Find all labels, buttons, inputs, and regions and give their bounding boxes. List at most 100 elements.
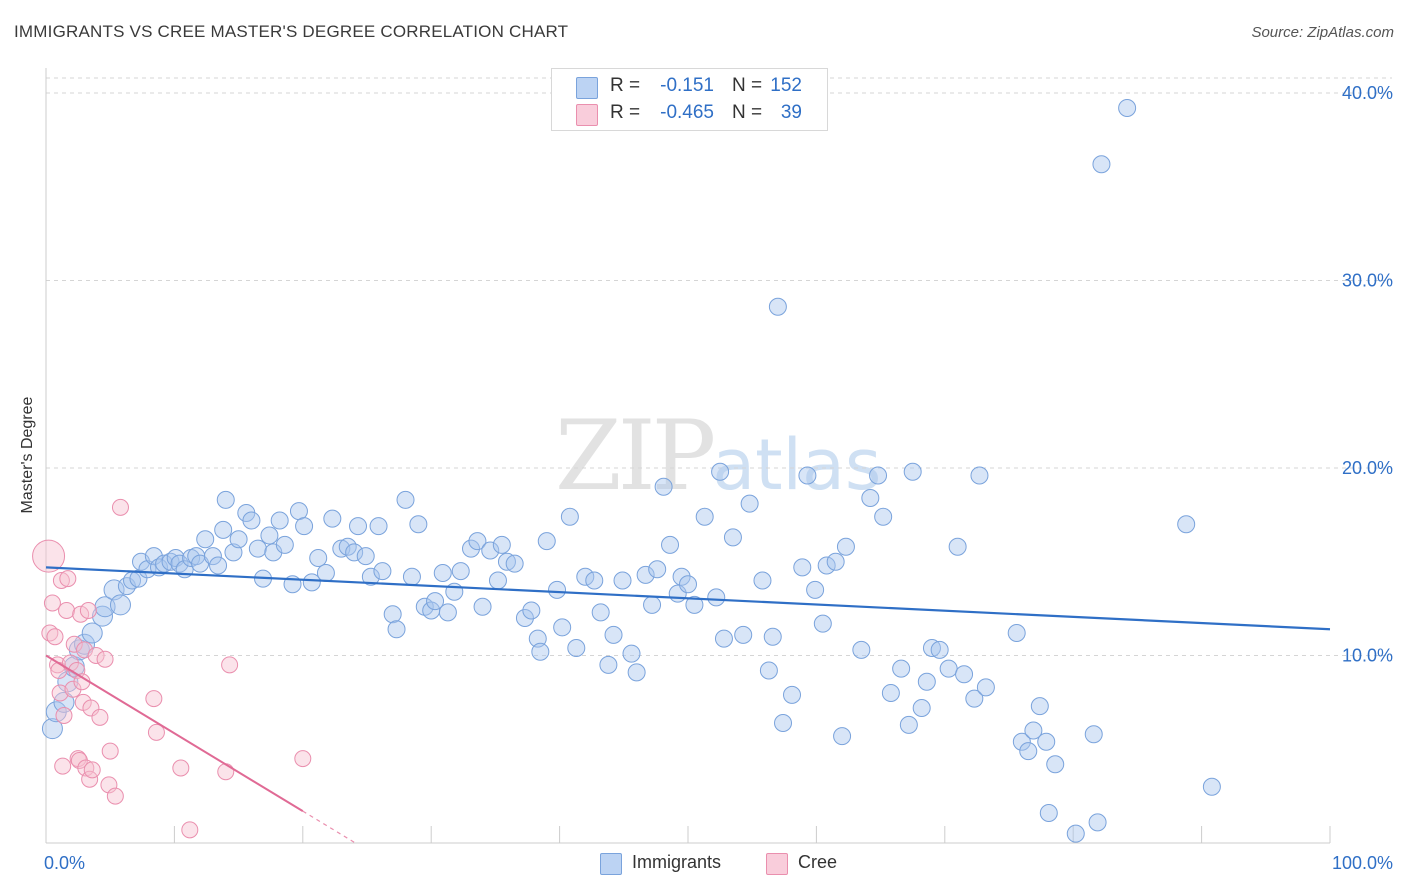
immigrants-point [836,537,855,556]
immigrants-point [585,571,604,590]
cree-point [217,763,235,781]
immigrants-point [912,699,931,717]
immigrants-point [740,494,759,513]
immigrants-point [373,562,392,581]
immigrants-point [1092,155,1111,174]
cree-point [79,602,97,619]
immigrants-point [1202,777,1221,796]
watermark-atlas: atlas [712,424,882,506]
cree-point [51,684,69,702]
immigrants-point [833,727,852,746]
legend-swatch-cree [576,104,598,126]
cree-point [65,635,83,653]
immigrants-point [591,603,610,622]
immigrants-points [41,99,1221,843]
immigrants-point [1037,732,1056,751]
cree-point [59,570,77,588]
immigrants-point [515,609,534,627]
cree-point [58,602,76,619]
immigrants-point [567,639,586,657]
immigrants-point [295,517,314,536]
immigrants-point [553,618,572,637]
immigrants-point [309,549,328,567]
immigrants-point [548,580,567,599]
immigrants-point [323,509,342,528]
immigrants-point [899,715,918,734]
cree-point [46,628,64,646]
bottom-legend-cree: Cree [766,852,866,876]
immigrants-point [661,535,680,554]
immigrants-point [361,567,380,586]
immigrants-point [648,560,667,579]
immigrants-point [759,661,778,680]
immigrants-point [679,575,697,594]
immigrants-point [270,511,289,530]
immigrants-point [714,629,733,648]
x-tick-label: 0.0% [44,853,85,873]
chart-title: IMMIGRANTS VS CREE MASTER'S DEGREE CORRE… [14,22,569,41]
immigrants-point [402,567,421,586]
immigrants-point [852,640,871,659]
cree-point [87,647,105,664]
legend-n-label: N = [732,102,763,123]
immigrants-point [970,466,989,485]
immigrants-point [576,567,595,586]
immigrants-point [144,547,163,566]
immigrants-swatch [600,853,622,875]
legend-r-label: R = [610,75,641,96]
immigrants-point [1084,725,1103,744]
immigrants-point [965,689,984,708]
immigrants-point [874,507,893,526]
immigrants-point [203,547,222,566]
axes [45,68,1331,844]
immigrants-point [734,625,753,644]
cree-point [294,750,312,768]
cree-point [72,605,90,623]
legend-row-immigrants: R = -0.151 N = 152 [552,75,827,101]
cree-point [83,761,101,779]
correlation-legend: R = -0.151 N = 152 R = -0.465 N = 39 [551,68,828,131]
immigrants-point [369,517,388,536]
immigrants-point [881,684,900,702]
cree-point [54,757,72,775]
immigrants-point [768,297,787,316]
immigrants-point [438,603,457,622]
cree-point [96,650,114,668]
immigrants-point [723,528,742,547]
cree-trend-line [45,654,304,812]
immigrants-point [1046,755,1065,774]
legend-swatch-immigrants [576,77,598,99]
y-tick-label: 20.0% [1342,458,1393,478]
immigrants-point [528,629,547,648]
cree-point [172,759,190,777]
immigrants-point [481,541,500,560]
immigrants-point [1019,742,1038,761]
immigrants-point [1024,721,1043,740]
immigrants-point [74,633,96,655]
legend-row-cree: R = -0.465 N = 39 [552,102,827,128]
immigrants-point [672,567,691,586]
immigrants-point [903,462,922,481]
immigrants-point [817,556,836,575]
immigrants-point [492,535,511,554]
immigrants-point [497,552,516,571]
grid-lines [46,77,1392,656]
immigrants-point [260,526,279,545]
immigrants-point [41,718,63,740]
x-tick-label: 100.0% [1332,853,1393,873]
immigrants-point [976,678,995,697]
watermark: ZIPatlas [555,400,881,512]
legend-n-value: 39 [780,102,802,123]
immigrants-point [531,642,550,661]
cree-point [55,707,73,724]
cree-point [32,539,66,573]
legend-r-value: -0.151 [660,75,714,96]
immigrants-point [302,573,321,592]
source-label: Source: ZipAtlas.com [1251,24,1394,41]
immigrants-point [289,502,308,521]
immigrants-point [1012,732,1031,751]
cree-point [68,662,86,679]
immigrants-point [81,622,103,644]
immigrants-point [922,639,941,657]
immigrants-point [275,535,294,554]
